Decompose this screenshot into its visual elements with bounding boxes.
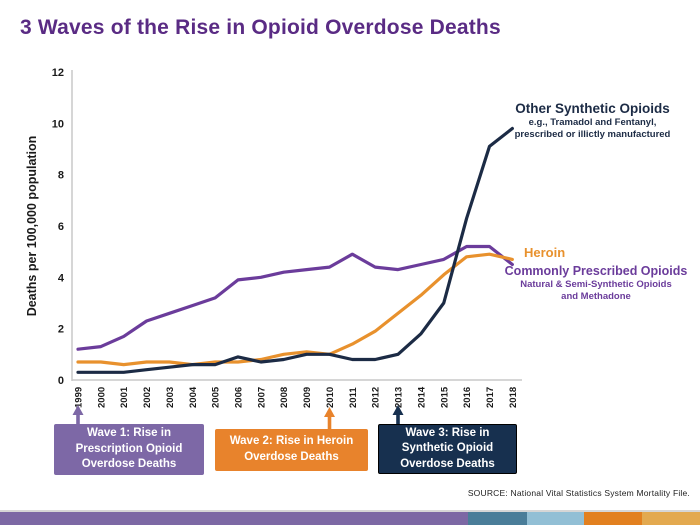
footer-bar-segment — [584, 512, 642, 525]
series-line-commonly-prescribed-opioids — [76, 244, 514, 351]
x-tick-label: 2013 — [394, 387, 405, 408]
x-tick-label: 2007 — [256, 387, 267, 408]
x-tick-label: 1999 — [74, 387, 85, 408]
footer-bar-segment — [468, 512, 527, 525]
wave2-box: Wave 2: Rise in Heroin Overdose Deaths — [215, 429, 368, 471]
x-tick-label: 2009 — [302, 387, 313, 408]
x-tick-label: 2018 — [508, 387, 519, 408]
chart-series-lines — [76, 126, 514, 374]
y-tick-label: 10 — [52, 118, 64, 130]
x-tick-label: 2011 — [348, 387, 359, 408]
axes — [71, 70, 522, 381]
legend-synthetic-note: e.g., Tramadol and Fentanyl, prescribed … — [514, 117, 671, 141]
legend-heroin: Heroin — [524, 245, 566, 260]
x-tick-label: 2014 — [416, 386, 427, 408]
series-line-heroin — [76, 252, 514, 367]
footer-bar-segment — [527, 512, 584, 525]
wave3-box: Wave 3: Rise in Synthetic Opioid Overdos… — [378, 424, 517, 474]
x-tick-label: 2017 — [485, 387, 496, 408]
series-line-other-synthetic-opioids — [76, 126, 514, 374]
wave2-arrow-icon — [324, 407, 335, 430]
x-tick-label: 2000 — [96, 387, 107, 408]
x-tick-label: 2006 — [234, 387, 245, 408]
legend-commonly-prescribed-opioids: Commonly Prescribed Opioids Natural & Se… — [492, 264, 700, 304]
x-tick-label: 2003 — [165, 387, 176, 408]
x-tick-label: 2012 — [371, 387, 382, 408]
legend-synthetic-label: Other Synthetic Opioids — [515, 101, 670, 116]
y-tick-label: 0 — [58, 375, 64, 387]
legend-prescribed-label: Commonly Prescribed Opioids — [504, 264, 688, 278]
x-tick-label: 2015 — [439, 386, 450, 408]
x-axis-ticks: 1999 2000 2001 2002 2003 2004 2005 2006 2007 2008… — [74, 386, 519, 408]
x-tick-label: 2010 — [325, 387, 336, 408]
x-tick-label: 2016 — [462, 387, 473, 408]
x-tick-label: 2001 — [119, 386, 130, 408]
page-title: 3 Waves of the Rise in Opioid Overdose D… — [20, 16, 501, 39]
legend-prescribed-note: Natural & Semi-Synthetic Opioids and Met… — [520, 279, 672, 303]
footer-color-bar — [0, 510, 700, 525]
x-tick-label: 2005 — [211, 386, 222, 408]
wave1-box: Wave 1: Rise in Prescription Opioid Over… — [54, 424, 204, 475]
footer-bar-segment — [642, 512, 700, 525]
y-tick-label: 4 — [58, 272, 65, 284]
y-tick-label: 12 — [52, 67, 64, 79]
y-tick-label: 8 — [58, 170, 64, 182]
y-tick-label: 2 — [58, 324, 64, 336]
footer-bar-segment — [0, 512, 468, 525]
x-tick-label: 2002 — [142, 387, 153, 408]
x-tick-label: 2008 — [279, 387, 290, 408]
y-tick-label: 6 — [58, 221, 64, 233]
wave1-arrow-icon — [72, 405, 84, 425]
wave3-arrow-icon — [392, 405, 404, 425]
source-note: SOURCE: National Vital Statistics System… — [467, 488, 690, 498]
legend-other-synthetic-opioids: Other Synthetic Opioids e.g., Tramadol a… — [490, 101, 695, 142]
y-axis-ticks: 0 2 4 6 8 10 12 — [52, 67, 65, 387]
x-tick-label: 2004 — [188, 386, 199, 408]
